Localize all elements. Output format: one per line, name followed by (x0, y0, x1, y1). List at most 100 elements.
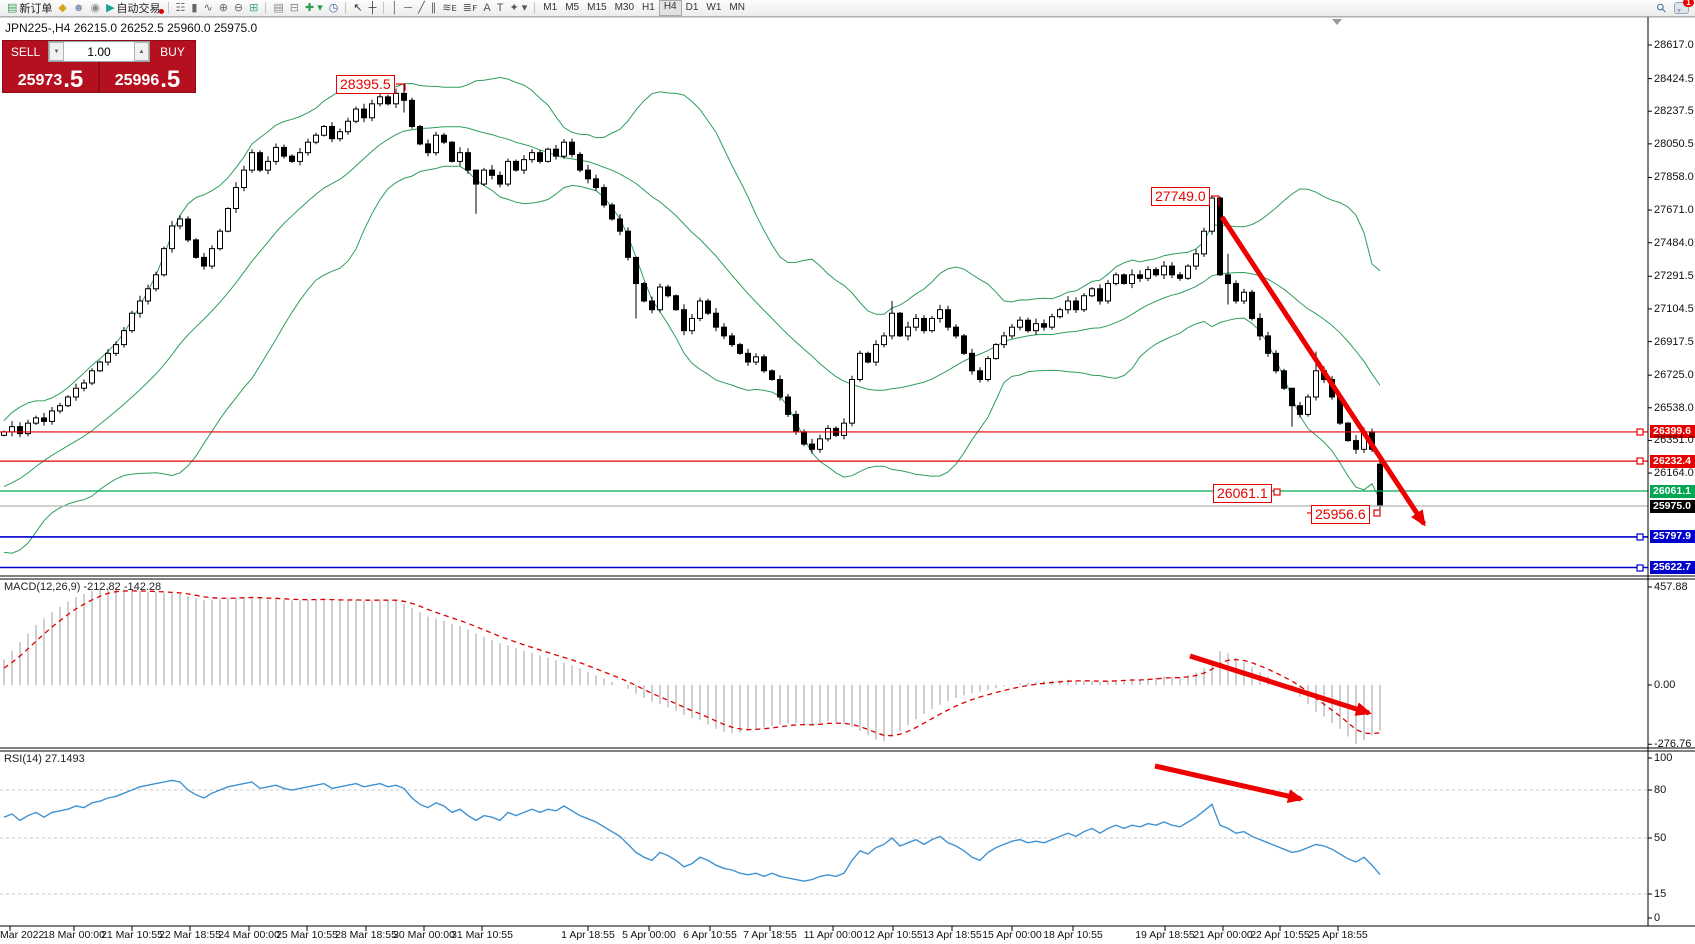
time-axis-label: 13 Apr 18:55 (922, 929, 982, 941)
candle-body (425, 143, 431, 154)
candle-body (625, 230, 631, 258)
candle-body (1217, 197, 1223, 276)
candle-body (1153, 269, 1159, 276)
candle-body (121, 330, 127, 346)
templates-icon[interactable]: ▤ (270, 1, 286, 16)
candle-body (1185, 265, 1191, 279)
candle-body (1017, 319, 1023, 328)
zoom-out-icon-glyph: ⊖ (233, 1, 244, 14)
candle-body (921, 317, 927, 332)
autotrade-button[interactable]: ▶ 自动交易 (103, 1, 164, 16)
time-axis-label: 21 Mar 10:55 (101, 929, 163, 941)
time-scale[interactable] (0, 926, 1695, 944)
timeframe-h4[interactable]: H4 (658, 0, 682, 16)
period-clock-icon[interactable]: ◷ (326, 1, 342, 16)
sell-button[interactable]: SELL (3, 41, 48, 62)
channel-tool-icon[interactable]: ∥ (428, 1, 440, 16)
rsi-axis-label: 0 (1654, 912, 1661, 924)
time-axis-label: 7 Apr 18:55 (743, 929, 797, 941)
candle-body (553, 148, 559, 157)
candle-body (441, 134, 447, 143)
line-chart-icon[interactable]: ∿ (200, 1, 215, 16)
bar-chart-icon[interactable]: ☷ (173, 1, 189, 16)
price-annotation[interactable]: 26061.1 (1213, 484, 1272, 503)
price-annotation[interactable]: 28395.5 (336, 75, 395, 94)
broadcast-icon[interactable]: ◉ (87, 1, 103, 16)
fibo-tool-icon[interactable]: ≋ᴇ (439, 1, 460, 16)
candle-body (33, 417, 39, 424)
candle-body (145, 288, 151, 302)
volume-input[interactable] (64, 42, 134, 61)
candle-body (633, 256, 639, 285)
timeframe-m1[interactable]: M1 (543, 2, 558, 13)
candle-body (1209, 197, 1215, 232)
contacts-icon[interactable]: ☻ (70, 1, 88, 16)
hline-tool-icon[interactable]: ─ (401, 1, 415, 16)
rsi-axis-label: 15 (1654, 888, 1667, 900)
price-level-badge: 26061.1 (1650, 484, 1695, 498)
candle-body (1249, 291, 1255, 319)
timeframe-m5[interactable]: M5 (565, 2, 580, 13)
cursor-icon[interactable]: ↖ (350, 1, 365, 16)
candle-body (1113, 274, 1119, 285)
timeframe-h1[interactable]: H1 (642, 2, 655, 13)
line-endpoint-marker (1636, 533, 1644, 541)
time-axis-label: 11 Apr 00:00 (803, 929, 863, 941)
hline-tool-icon-glyph: ─ (404, 1, 413, 14)
candle-body (1057, 309, 1063, 318)
tile-windows-icon[interactable]: ⊞ (246, 1, 261, 16)
sell-price[interactable]: 25973.5 (3, 62, 98, 92)
vline-tool-icon[interactable]: │ (388, 1, 401, 16)
time-axis-label: 24 Mar 00:00 (218, 929, 280, 941)
candle-body (353, 108, 359, 122)
buy-button[interactable]: BUY (150, 41, 195, 62)
timeframe-w1[interactable]: W1 (706, 2, 722, 13)
candle-body (417, 125, 423, 145)
label-tool-icon[interactable]: T (494, 1, 507, 16)
buy-price[interactable]: 25996.5 (100, 62, 195, 92)
candle-body (41, 417, 47, 422)
timeframe-d1[interactable]: D1 (685, 2, 699, 13)
zoom-in-icon[interactable]: ⊕ (216, 1, 231, 16)
candle-body (329, 125, 335, 140)
candle-body (129, 312, 135, 332)
price-level-badge: 26232.4 (1650, 454, 1695, 468)
new-order-button[interactable]: ▤ 新订单 (7, 1, 53, 16)
deposit-icon[interactable]: ◆ (55, 1, 69, 16)
arrows-tool-icon[interactable]: ✦ ▾ (507, 1, 531, 16)
rsi-axis-label: 100 (1654, 752, 1673, 764)
price-axis-label: 26917.5 (1654, 335, 1694, 348)
candle-chart-icon-glyph: ▮ (191, 1, 198, 14)
notifications-icon[interactable]: 1 (1674, 0, 1694, 14)
price-scale[interactable] (1648, 17, 1695, 926)
candle-body (321, 125, 327, 136)
profiles-icon[interactable]: ⊟ (287, 1, 302, 16)
candle-body (545, 148, 551, 162)
timeframe-m30[interactable]: M30 (614, 2, 635, 13)
rsi-indicator-label: RSI(14) 27.1493 (4, 753, 85, 765)
zoom-out-icon[interactable]: ⊖ (231, 1, 246, 16)
timeframe-mn[interactable]: MN (729, 2, 745, 13)
add-indicator-button[interactable]: ✚ ▾ (302, 1, 326, 16)
time-axis-label: 22 Apr 10:55 (1250, 929, 1310, 941)
time-axis-label: 22 Mar 18:55 (159, 929, 221, 941)
candle-body (905, 326, 911, 337)
candle-body (745, 352, 751, 363)
candle-body (1001, 335, 1007, 346)
fibo-fan-tool-icon[interactable]: ≣ꜰ (460, 1, 481, 16)
price-annotation[interactable]: 27749.0 (1151, 187, 1210, 206)
volume-increase-button[interactable]: ▲ (134, 42, 149, 61)
candle-chart-icon[interactable]: ▮ (188, 1, 200, 16)
line-chart-icon-glyph: ∿ (203, 1, 213, 14)
price-annotation[interactable]: 25956.6 (1311, 505, 1370, 524)
volume-decrease-button[interactable]: ▼ (49, 42, 64, 61)
candle-body (225, 208, 231, 232)
timeframe-m15[interactable]: M15 (587, 2, 607, 13)
trendline-tool-icon[interactable]: ╱ (415, 1, 428, 16)
candle-body (1353, 440, 1359, 450)
text-tool-icon[interactable]: A (480, 1, 493, 16)
price-axis-label: 26538.0 (1654, 401, 1694, 414)
candle-body (1297, 405, 1303, 415)
crosshair-icon[interactable]: ┼ (366, 1, 380, 16)
